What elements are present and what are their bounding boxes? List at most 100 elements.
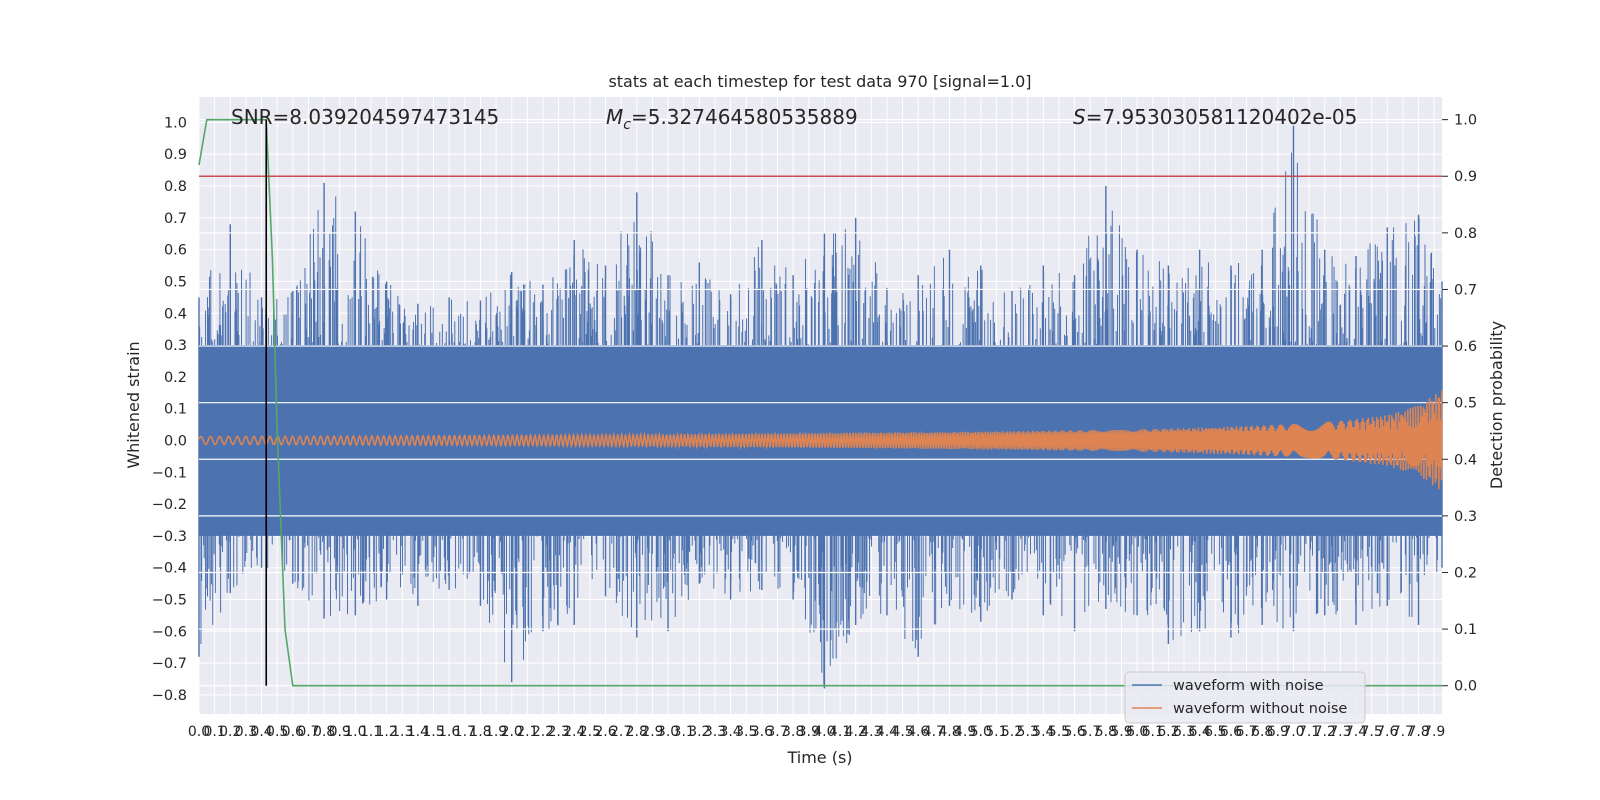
x-tick-label: 2.8 [626,724,648,740]
x-tick-label: 7.6 [1376,724,1398,740]
y-tick-label: 0.4 [164,306,187,322]
legend-box [1124,671,1366,724]
y-axis-label: Whitened strain [124,341,143,468]
x-tick-label: 4.1 [829,724,851,740]
x-tick-label: 1.8 [469,724,491,740]
y2-tick-label: 0.1 [1454,622,1477,638]
x-tick-label: 6.4 [1189,724,1211,740]
y-tick-label: −0.2 [152,497,187,513]
y-tick-label: −0.7 [152,656,187,672]
y-tick-label: −0.3 [152,529,187,545]
x-tick-label: 7.2 [1314,724,1336,740]
x-tick-label: 2.1 [516,724,538,740]
y-tick-label: −0.5 [152,593,187,609]
y2-tick-label: 1.0 [1454,113,1477,129]
x-tick-label: 6.5 [1204,724,1226,740]
x-tick-label: 5.6 [1063,724,1085,740]
y-tick-label: −0.6 [152,624,187,640]
x-tick-label: 0.0 [188,724,210,740]
y-tick-label: 0.9 [164,147,187,163]
x-tick-label: 5.8 [1095,724,1117,740]
x-tick-label: 6.2 [1157,724,1179,740]
y-tick-label: −0.4 [152,561,187,577]
right-axis-ticks: 0.0 0.1 0.2 0.3 0.4 0.5 0.6 0.7 0.8 0.9 1.0 [1442,113,1477,695]
x-tick-label: 4.5 [891,724,913,740]
x-tick-label: 1.7 [454,724,476,740]
y-tick-label: 0.6 [164,243,187,259]
x-tick-label: 3.2 [688,724,710,740]
x-tick-label: 1.1 [360,724,382,740]
y-tick-label: −0.8 [152,688,187,704]
x-tick-label: 3.9 [798,724,820,740]
x-tick-label: 7.8 [1407,724,1429,740]
y-tick-label: 0.7 [164,211,187,227]
x-tick-label: 6.1 [1142,724,1164,740]
x-tick-label: 2.4 [563,724,585,740]
x-tick-label: 1.6 [438,724,460,740]
x-tick-label: 6.0 [1126,724,1148,740]
x-tick-label: 4.9 [954,724,976,740]
y-tick-label: 0.3 [164,338,187,354]
y2-tick-label: 0.9 [1454,169,1477,185]
s-annotation: S=7.953030581120402e-05 [1073,105,1357,129]
x-tick-label: 0.4 [250,724,272,740]
x-tick-label: 5.1 [985,724,1007,740]
detection-probability-line [198,118,1442,687]
x-axis-label: Time (s) [786,748,852,767]
y2-tick-label: 0.5 [1454,396,1477,412]
x-tick-label: 5.5 [1048,724,1070,740]
x-tick-label: 4.3 [860,724,882,740]
chirp-mass-subscript: c [623,117,631,133]
y-tick-label: 0.1 [164,402,187,418]
x-tick-label: 2.2 [532,724,554,740]
x-tick-label: 3.7 [766,724,788,740]
x-tick-label: 2.3 [547,724,569,740]
x-tick-label: 5.4 [1032,724,1054,740]
y-tick-label: 0.2 [164,370,187,386]
x-tick-label: 0.2 [219,724,241,740]
x-tick-label: 7.0 [1282,724,1304,740]
x-tick-label: 6.8 [1251,724,1273,740]
y2-tick-label: 0.6 [1454,339,1477,355]
x-tick-label: 4.4 [876,724,898,740]
x-tick-label: 4.0 [813,724,835,740]
x-tick-label: 3.3 [704,724,726,740]
chirp-mass-symbol: M [606,105,623,129]
left-axis-ticks: −0.8 −0.7 −0.6 −0.5 −0.4 −0.3 −0.2 −0.1 0.0 0.1 0.… [152,115,187,703]
y-tick-label: 0.8 [164,179,187,195]
y-tick-label: 0.0 [164,433,187,449]
x-tick-label: 7.7 [1392,724,1414,740]
x-tick-label: 7.9 [1423,724,1445,740]
x-tick-label: 7.1 [1298,724,1320,740]
x-tick-label: 2.0 [501,724,523,740]
x-tick-label: 4.2 [845,724,867,740]
x-tick-label: 6.9 [1267,724,1289,740]
x-tick-label: 7.3 [1329,724,1351,740]
x-tick-label: 5.9 [1110,724,1132,740]
x-tick-label: 1.5 [422,724,444,740]
x-tick-label: 1.9 [485,724,507,740]
detection-probability-series [198,118,1442,687]
y2-tick-label: 0.4 [1454,452,1477,468]
x-tick-label: 7.5 [1361,724,1383,740]
x-tick-label: 3.6 [751,724,773,740]
x-tick-label: 1.0 [344,724,366,740]
legend: waveform with noise waveform without noi… [1124,671,1366,724]
x-tick-label: 1.3 [391,724,413,740]
legend-label-clean: waveform without noise [1173,701,1347,717]
x-tick-label: 0.5 [266,724,288,740]
chart-title: stats at each timestep for test data 970… [608,72,1031,91]
x-tick-label: 2.7 [610,724,632,740]
s-symbol: S [1073,105,1086,129]
x-tick-label: 4.8 [938,724,960,740]
x-tick-label: 2.5 [579,724,601,740]
x-tick-label: 0.6 [282,724,304,740]
x-tick-label: 4.7 [923,724,945,740]
y-tick-label: 1.0 [164,115,187,131]
x-tick-label: 2.6 [594,724,616,740]
x-tick-label: 1.2 [375,724,397,740]
x-tick-label: 1.4 [407,724,429,740]
x-tick-label: 0.9 [329,724,351,740]
x-tick-label: 5.3 [1017,724,1039,740]
